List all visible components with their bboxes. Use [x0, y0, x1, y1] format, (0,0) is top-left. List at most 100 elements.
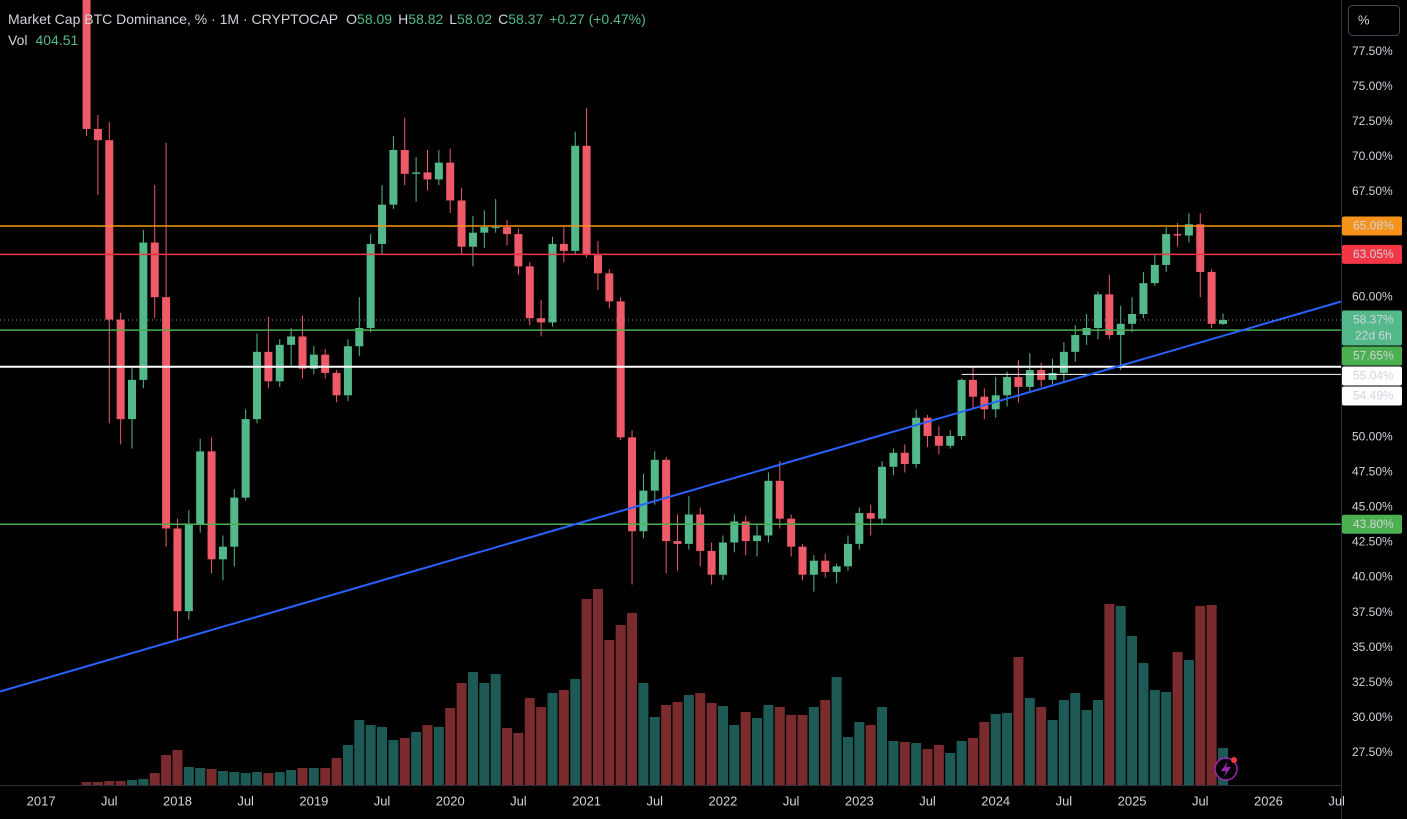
x-tick-label: Jul: [1328, 793, 1345, 808]
x-tick-label: 2023: [845, 793, 874, 808]
candle-body: [548, 243, 557, 323]
volume-bar: [536, 707, 547, 785]
price-label: 54.49%: [1353, 389, 1394, 403]
volume-bar: [354, 719, 365, 785]
alert-icon-bolt[interactable]: [1221, 761, 1231, 777]
volume-bar: [92, 781, 103, 785]
volume-bar: [1127, 635, 1138, 785]
y-tick-label: 47.50%: [1352, 465, 1393, 479]
price-label-box: [1342, 346, 1402, 366]
candle-body: [446, 162, 455, 201]
candle-body: [343, 346, 352, 396]
candle-body: [537, 318, 546, 323]
volume-bar: [206, 769, 217, 785]
volume-bar: [1115, 605, 1126, 785]
candle-body: [241, 419, 250, 498]
alert-icon-dot[interactable]: [1231, 757, 1237, 763]
volume-bar: [1013, 657, 1024, 785]
candle-body: [434, 162, 443, 180]
candle-body: [730, 521, 739, 543]
volume-bar: [1002, 712, 1013, 785]
volume-bar: [422, 725, 433, 785]
x-tick-label: 2021: [572, 793, 601, 808]
volume-bar: [195, 767, 206, 785]
candle-body: [128, 379, 137, 420]
candle-body: [139, 242, 148, 380]
x-tick-label: 2018: [163, 793, 192, 808]
volume-bar: [1058, 699, 1069, 785]
candle-body: [82, 0, 91, 129]
volume-bar: [1195, 605, 1206, 785]
volume-bar: [842, 737, 853, 785]
volume-bar: [649, 716, 660, 785]
price-label-box: [1342, 244, 1402, 264]
y-tick-label: 72.50%: [1352, 114, 1393, 128]
x-tick-label: Jul: [237, 793, 254, 808]
candle-body: [889, 452, 898, 467]
x-tick-label: 2020: [436, 793, 465, 808]
legend-o: O: [346, 11, 357, 27]
y-tick-label: 27.50%: [1352, 745, 1393, 759]
volume-bar: [1081, 709, 1092, 785]
volume-bar: [695, 693, 706, 785]
trend-line: [0, 300, 1341, 693]
candle-body: [684, 514, 693, 544]
volume-bar: [240, 773, 251, 785]
volume-bar: [638, 682, 649, 785]
volume-bar: [342, 744, 353, 785]
legend-title: Market Cap BTC Dominance, % · 1M · CRYPT…: [8, 11, 338, 27]
scale-button-label[interactable]: %: [1358, 12, 1370, 27]
candle-body: [1150, 264, 1159, 284]
price-label-box: [1342, 366, 1402, 386]
volume-bar: [308, 767, 319, 785]
candle-body: [1139, 283, 1148, 314]
volume-bar: [1161, 692, 1172, 785]
volume-bar: [615, 625, 626, 785]
y-tick-label: 75.00%: [1352, 79, 1393, 93]
x-tick-label: 2026: [1254, 793, 1283, 808]
candle-body: [1014, 377, 1023, 387]
volume-bar: [558, 690, 569, 785]
candle-body: [923, 417, 932, 436]
price-labels: 65.08% 63.05% 58.37% 22d 6h 57.65% 55.04% 54.4…: [1342, 216, 1402, 534]
candle-body: [287, 336, 296, 345]
candle-body: [718, 542, 727, 575]
volume-bar: [854, 722, 865, 785]
candle-body: [355, 328, 364, 347]
price-label: 63.05%: [1353, 247, 1394, 261]
legend-header: Market Cap BTC Dominance, % · 1M · CRYPT…: [8, 11, 646, 27]
volume-bar: [967, 738, 978, 785]
candle-body: [378, 204, 387, 244]
candle-body: [1059, 351, 1068, 373]
candle-body: [753, 535, 762, 542]
volume-bar: [1070, 693, 1081, 785]
volume-bar: [1047, 719, 1058, 785]
candle-body: [764, 480, 773, 536]
volume-bar: [286, 770, 297, 785]
legend-low: 58.02: [457, 11, 492, 27]
candle-body: [525, 266, 534, 319]
candle-body: [605, 273, 614, 302]
axes: 2017 Jul 2018 Jul 2019 Jul 2020 Jul 2021 Jul 2022 J…: [27, 44, 1393, 808]
volume-bar: [865, 725, 876, 785]
alert-icon[interactable]: [1214, 757, 1238, 781]
volume-bar: [1024, 697, 1035, 785]
volume-bar: [1149, 690, 1160, 785]
x-tick-label: 2022: [708, 793, 737, 808]
candle-body: [650, 459, 659, 491]
volume-bar: [127, 779, 138, 785]
scale-button[interactable]: %: [1348, 5, 1400, 36]
volume-bar: [365, 725, 376, 785]
candle-body: [1025, 370, 1034, 387]
legend-high: 58.82: [408, 11, 443, 27]
volume-bar: [138, 778, 149, 785]
scale-button-frame[interactable]: [1348, 5, 1400, 36]
candle-body: [412, 172, 421, 174]
volume-bar: [1206, 604, 1217, 785]
candle-body: [957, 379, 966, 436]
candle-body: [980, 396, 989, 410]
y-tick-label: 70.00%: [1352, 149, 1393, 163]
legend-open: 58.09: [357, 11, 392, 27]
